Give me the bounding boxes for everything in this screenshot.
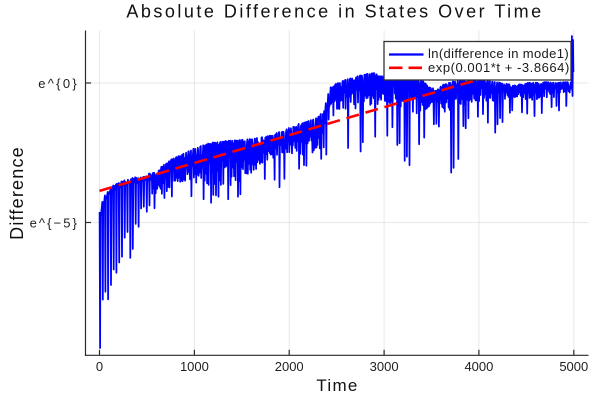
svg-text:0: 0 (96, 359, 103, 374)
svg-text:exp(0.001*t + -3.8664): exp(0.001*t + -3.8664) (428, 60, 570, 75)
svg-text:4000: 4000 (464, 359, 493, 374)
svg-text:Difference: Difference (7, 146, 27, 240)
svg-text:e^{−5}: e^{−5} (30, 216, 79, 231)
svg-text:5000: 5000 (559, 359, 588, 374)
svg-text:ln(difference in mode1): ln(difference in mode1) (428, 46, 569, 61)
svg-text:e^{0}: e^{0} (38, 76, 79, 91)
svg-text:Time: Time (316, 376, 358, 395)
svg-text:Absolute Difference in States: Absolute Difference in States Over Time (126, 2, 543, 22)
svg-text:1000: 1000 (180, 359, 209, 374)
svg-text:3000: 3000 (370, 359, 399, 374)
svg-text:2000: 2000 (275, 359, 304, 374)
